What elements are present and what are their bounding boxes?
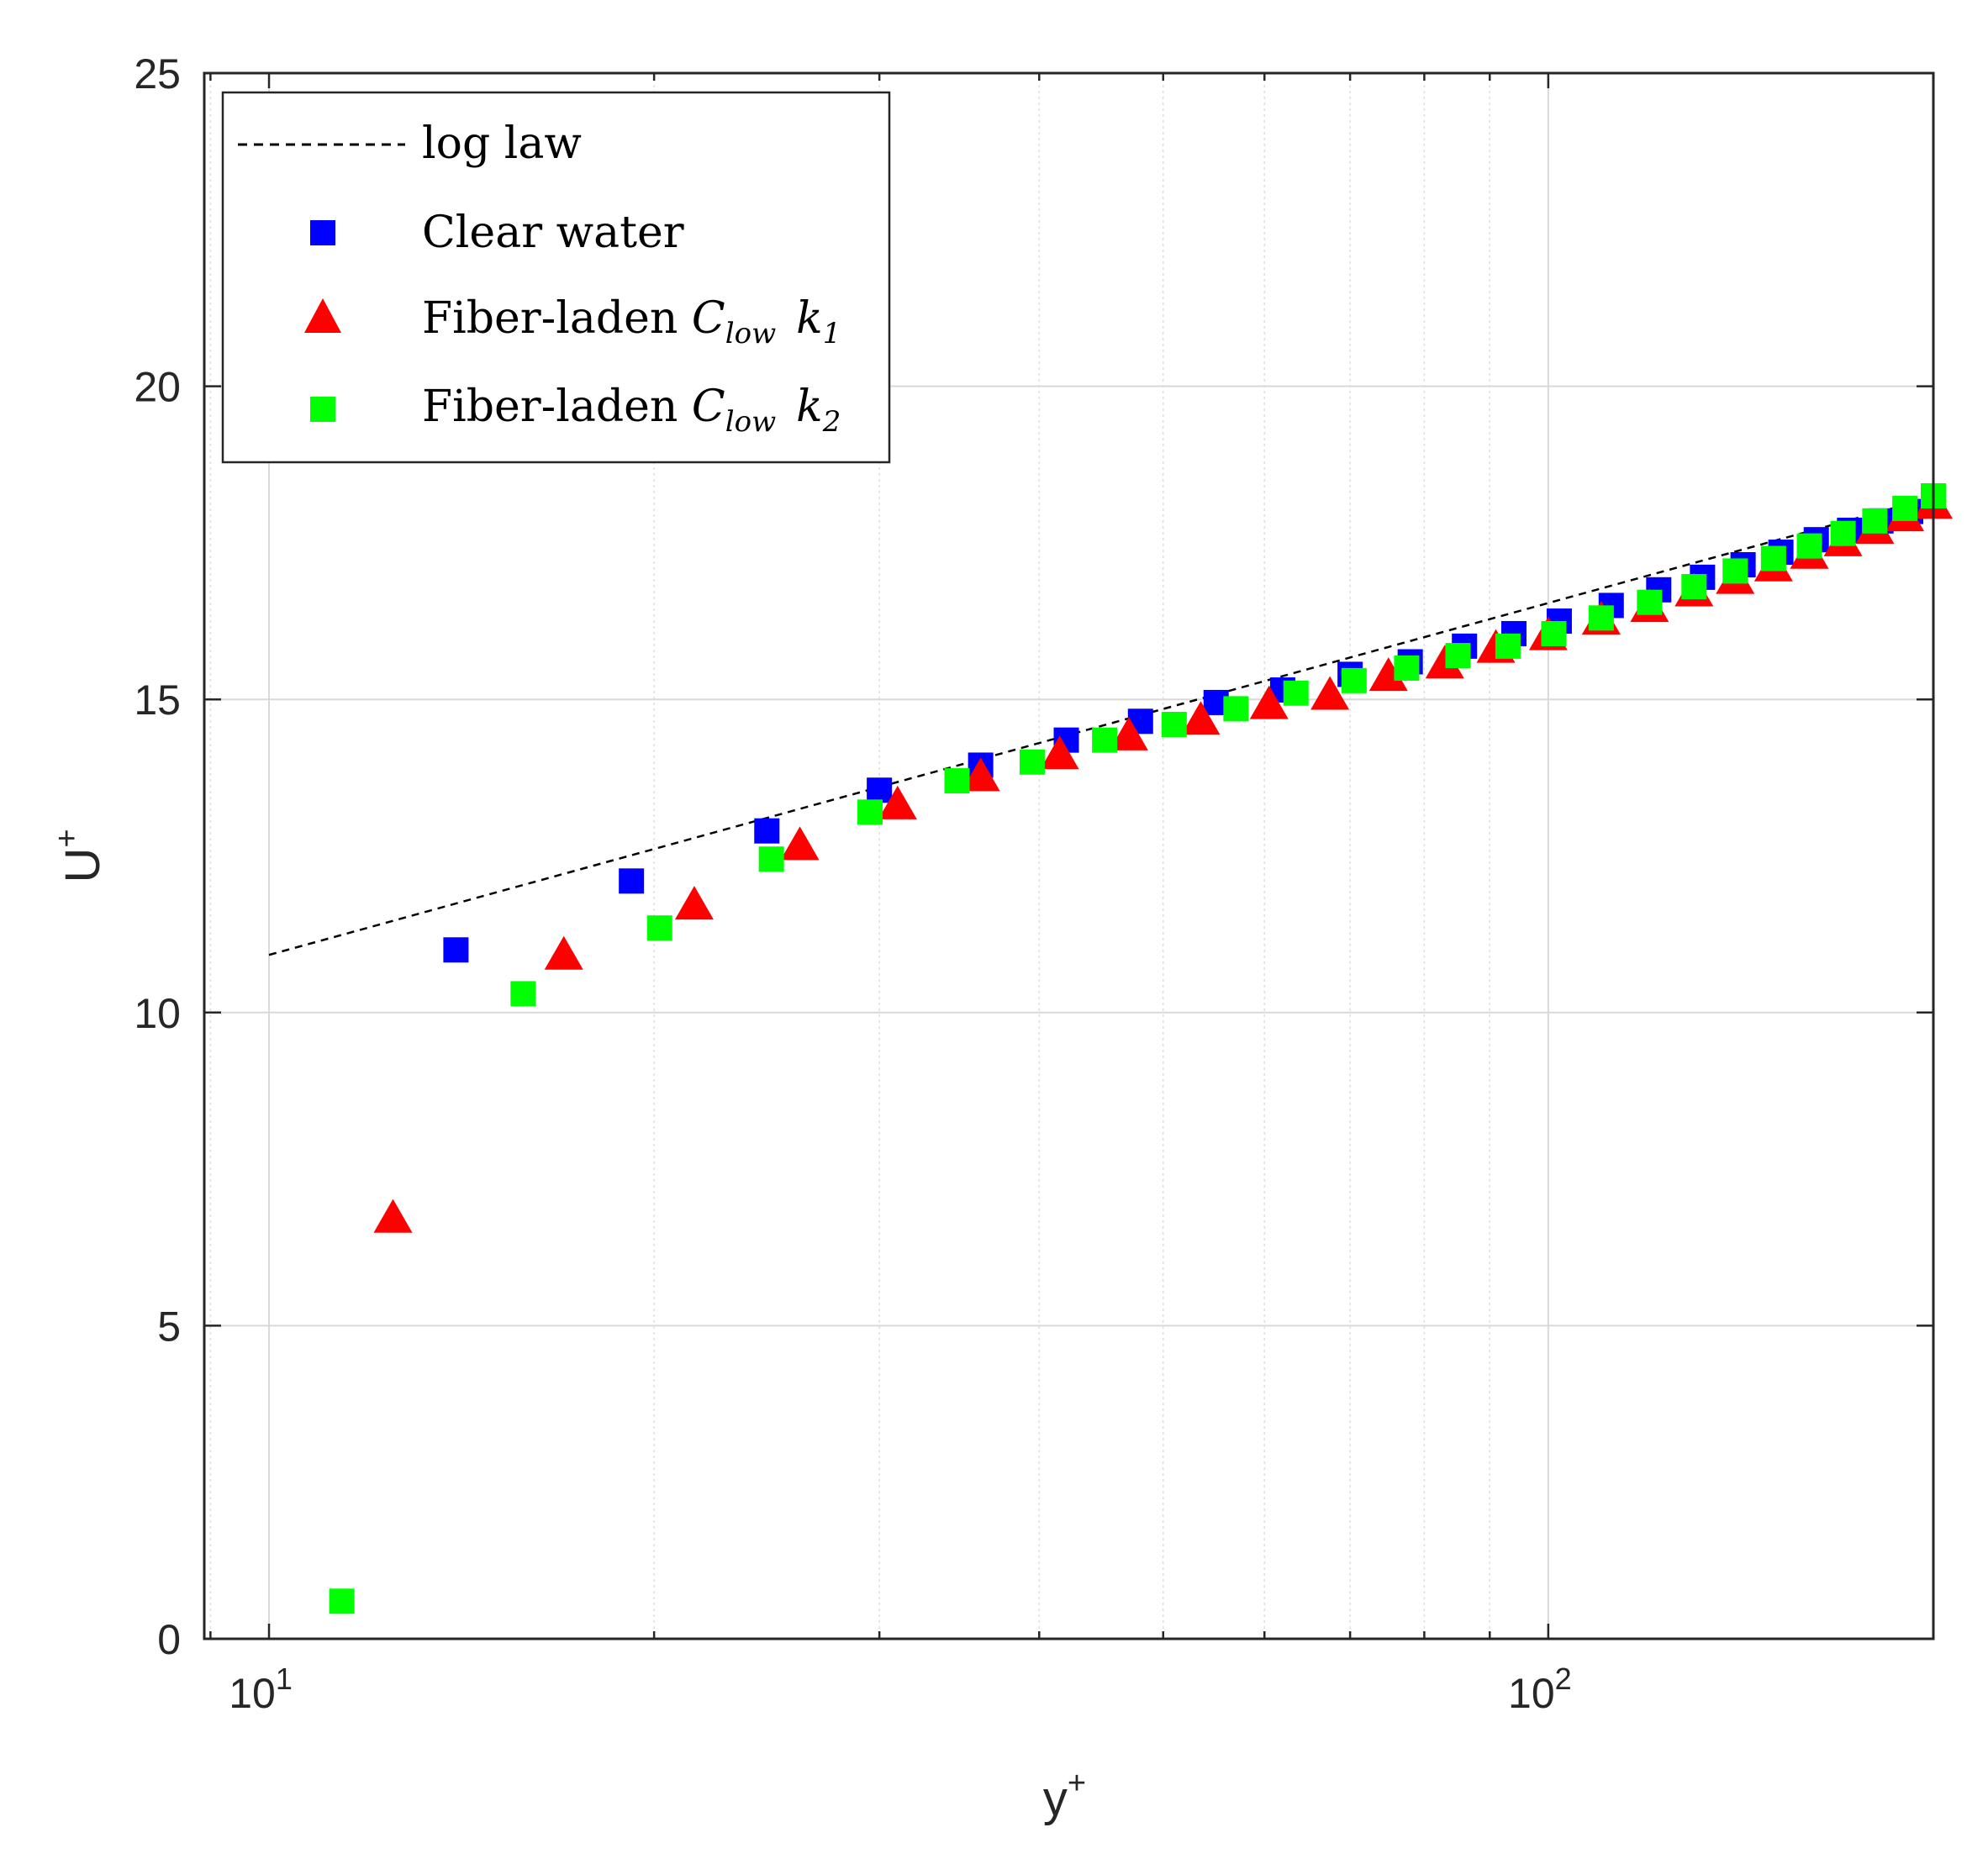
legend-label-log-law: log law [422, 118, 582, 169]
legend-fiber-k1-c: C [692, 293, 725, 344]
data-point-square [758, 846, 784, 872]
legend-label-clear-water: Clear water [422, 208, 684, 258]
data-point-triangle [1040, 735, 1079, 770]
legend-swatch-clear-water [310, 220, 335, 245]
x-tick-label-base: 10 [229, 1670, 276, 1717]
y-tick-label: 20 [134, 364, 181, 411]
data-point-square [1019, 749, 1045, 775]
data-point-square [1394, 655, 1420, 681]
legend-fiber-k2-prefix: Fiber-laden [422, 382, 692, 432]
data-point-square [646, 915, 672, 941]
data-point-square [1445, 643, 1471, 669]
data-point-square [1637, 589, 1663, 615]
y-tick-label: 5 [157, 1303, 181, 1350]
legend-fiber-k1-k: k [796, 293, 823, 344]
data-point-square [619, 868, 645, 894]
data-point-square [1495, 633, 1521, 659]
x-axis-label: y+ [1043, 1766, 1086, 1826]
data-point-square [1588, 605, 1614, 631]
data-point-square [1161, 712, 1187, 738]
data-point-square [329, 1588, 355, 1614]
data-point-square [1223, 696, 1249, 722]
y-axis-label: U+ [50, 829, 110, 882]
data-point-triangle [1368, 657, 1408, 692]
data-point-square [1341, 667, 1367, 693]
data-point-square [510, 981, 536, 1007]
data-point-square [1862, 508, 1888, 534]
data-point-triangle [674, 886, 714, 920]
data-point-square [1830, 520, 1856, 546]
x-axis-label-base: y [1043, 1772, 1068, 1826]
data-point-square [1092, 727, 1118, 753]
data-point-square [1541, 620, 1567, 646]
legend: log law Clear water Fiber-laden Clow k1 F… [221, 91, 891, 464]
y-tick-label: 15 [134, 677, 181, 724]
data-point-triangle [878, 785, 917, 819]
data-point-square [1722, 558, 1748, 584]
data-point-square [754, 818, 780, 844]
data-point-square [1892, 495, 1918, 521]
legend-fiber-k1-c-sub: low [725, 317, 776, 350]
x-tick-label: 102 [1508, 1662, 1572, 1717]
data-point-square [1796, 533, 1822, 559]
y-tick-label: 10 [134, 990, 181, 1037]
x-tick-label-base: 10 [1508, 1670, 1555, 1717]
legend-fiber-k2-c: C [692, 382, 725, 432]
legend-fiber-k2-k-sub: 2 [822, 405, 841, 439]
data-point-square [944, 768, 970, 794]
legend-fiber-k2-k: k [796, 382, 823, 432]
y-axis-label-base: U [55, 848, 110, 883]
data-point-triangle [1109, 716, 1148, 750]
plot-series [268, 483, 1953, 1614]
data-point-square [1760, 545, 1786, 571]
x-axis-label-sup: + [1068, 1766, 1086, 1801]
x-tick-label-exp: 2 [1555, 1662, 1572, 1696]
data-point-triangle [1181, 701, 1221, 735]
series-3 [329, 483, 1946, 1614]
data-point-square [1283, 680, 1309, 706]
data-point-triangle [544, 935, 583, 970]
data-point-triangle [373, 1198, 413, 1233]
legend-fiber-k1-k-sub: 1 [823, 317, 841, 350]
legend-label-fiber-k1: Fiber-laden Clow k1 [422, 293, 841, 350]
data-point-square [1681, 574, 1707, 600]
legend-fiber-k2-c-sub: low [725, 405, 776, 439]
data-point-square [857, 799, 883, 825]
y-tick-label: 0 [157, 1616, 181, 1663]
series-0 [268, 496, 1934, 956]
data-point-square [867, 777, 893, 803]
data-point-triangle [961, 757, 1000, 792]
plot-frame [203, 71, 1935, 1640]
data-point-triangle [1249, 685, 1289, 719]
legend-label-fiber-k2: Fiber-laden Clow k2 [422, 382, 841, 439]
legend-fiber-k1-prefix: Fiber-laden [422, 293, 692, 344]
y-axis-label-sup: + [50, 829, 85, 847]
legend-swatch-fiber-k2 [310, 397, 335, 422]
legend-swatch-fiber-k1 [304, 298, 341, 333]
data-point-triangle [1310, 676, 1350, 710]
data-point-square [443, 937, 469, 963]
data-point-triangle [1425, 645, 1464, 679]
y-tick-label: 25 [134, 50, 181, 97]
x-tick-label-exp: 1 [276, 1662, 293, 1696]
x-tick-label: 101 [229, 1662, 293, 1717]
data-point-triangle [780, 826, 820, 861]
log-law-line [268, 496, 1934, 956]
